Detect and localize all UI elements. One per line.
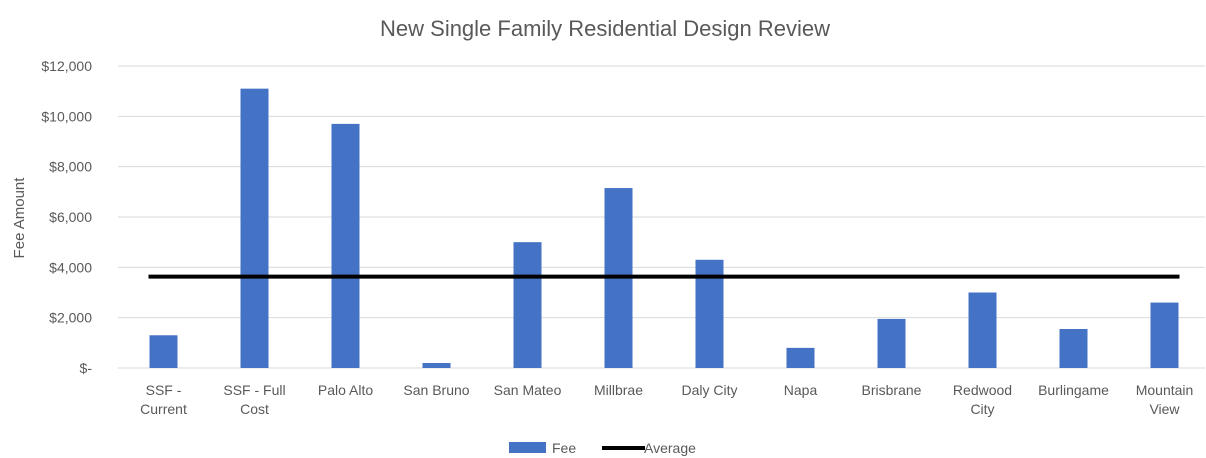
y-axis-ticks: $- $2,000 $4,000 $6,000 $8,000 $10,000 $12,000 [41,58,92,376]
bar [422,362,451,368]
y-tick-label: $- [80,360,93,376]
x-tick-label: Palo Alto [318,382,373,398]
y-tick-label: $6,000 [49,209,92,225]
y-tick-label: $10,000 [41,108,92,124]
x-tick-label: Mountain View [1136,382,1194,417]
y-tick-label: $4,000 [49,259,92,275]
x-tick-label: Redwood City [953,382,1012,417]
x-tick-label: Daly City [681,382,737,398]
bar [968,292,997,368]
x-tick-label: San Mateo [494,382,562,398]
bar [240,88,269,369]
bar [149,335,178,368]
x-tick-label: SSF -Current [140,382,187,417]
legend: Fee Average [509,440,696,456]
y-tick-label: $8,000 [49,159,92,175]
bar [1059,328,1088,368]
gridlines [118,65,1205,369]
x-tick-label: Burlingame [1038,382,1109,398]
chart-title: New Single Family Residential Design Rev… [380,16,830,41]
legend-average-label: Average [644,440,696,456]
y-axis-title: Fee Amount [11,177,28,259]
legend-fee-label: Fee [552,440,576,456]
bar [1150,302,1179,368]
bar [331,123,360,368]
legend-fee-swatch [509,442,546,453]
x-axis-ticks: SSF -Current SSF - Full Cost Palo Alto San B… [140,382,1193,417]
bar [877,318,906,368]
x-tick-label: San Bruno [403,382,469,398]
x-tick-label: Millbrae [594,382,643,398]
bars [149,88,1179,369]
x-tick-label: Napa [784,382,818,398]
y-tick-label: $2,000 [49,310,92,326]
x-tick-label: SSF - Full Cost [223,382,285,417]
x-tick-label: Brisbrane [862,382,922,398]
bar [786,347,815,368]
y-tick-label: $12,000 [41,58,92,74]
bar [513,242,542,368]
